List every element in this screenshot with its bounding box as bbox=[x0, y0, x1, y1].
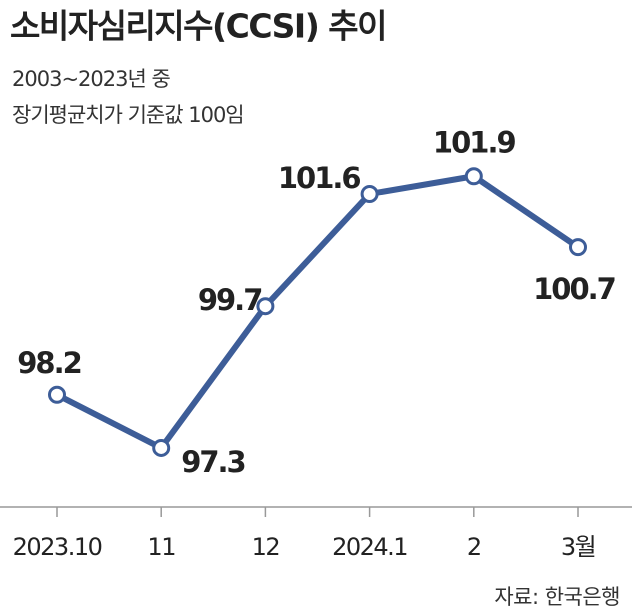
value-label: 98.2 bbox=[17, 346, 81, 380]
line bbox=[55, 173, 580, 451]
value-label: 97.3 bbox=[181, 445, 245, 479]
x-tick-label: 2024.1 bbox=[332, 533, 407, 561]
value-label: 99.7 bbox=[198, 283, 262, 317]
x-tick-label: 2 bbox=[467, 533, 481, 561]
x-tick-label: 12 bbox=[252, 533, 280, 561]
x-tick-label: 11 bbox=[147, 533, 175, 561]
marker bbox=[152, 438, 171, 457]
marker bbox=[256, 297, 275, 316]
subtitle: 2003~2023년 중 bbox=[12, 67, 170, 91]
marker bbox=[360, 184, 379, 203]
x-tick-label: 3월 bbox=[561, 533, 595, 561]
marker bbox=[464, 167, 483, 186]
value-label: 101.9 bbox=[433, 125, 516, 159]
marker bbox=[48, 385, 66, 404]
value-label: 100.7 bbox=[533, 272, 615, 306]
value-label: 101.6 bbox=[278, 161, 361, 195]
source: 자료: 한국은행 bbox=[494, 585, 620, 609]
marker bbox=[569, 238, 587, 257]
chart-title: 소비자심리지수(CCSI) 추이 bbox=[10, 7, 386, 46]
x-tick-label: 2023.10 bbox=[13, 533, 102, 561]
subtitle: 장기평균치가 기준값 100임 bbox=[12, 103, 244, 127]
